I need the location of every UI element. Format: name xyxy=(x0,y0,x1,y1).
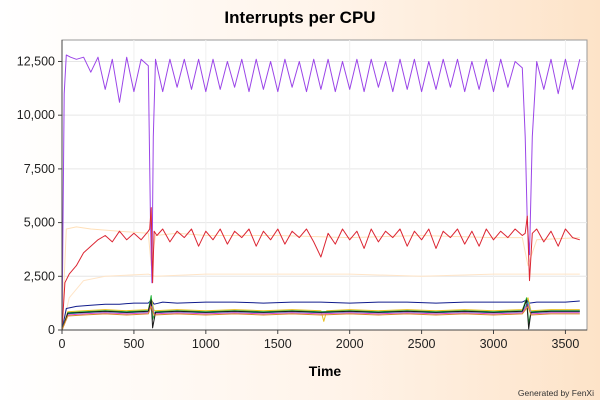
series-line-5 xyxy=(61,297,580,331)
y-tick-label-3: 7,500 xyxy=(24,162,55,176)
series-line-9 xyxy=(61,299,580,331)
x-tick-label-4: 2000 xyxy=(336,337,364,351)
x-tick-label-2: 1000 xyxy=(192,337,220,351)
series-line-2 xyxy=(61,54,581,331)
series-line-1 xyxy=(61,273,580,331)
x-tick-label-6: 3000 xyxy=(480,337,508,351)
x-tick-label-1: 500 xyxy=(123,337,144,351)
series-line-10 xyxy=(61,305,580,331)
x-tick-label-5: 2500 xyxy=(408,337,436,351)
series-line-0 xyxy=(61,226,580,331)
y-tick-label-1: 2,500 xyxy=(24,269,55,283)
x-tick-label-0: 0 xyxy=(59,337,66,351)
chart-title: Interrupts per CPU xyxy=(224,8,375,27)
x-tick-label-3: 1500 xyxy=(264,337,292,351)
plot-area xyxy=(61,39,588,331)
y-tick-label-0: 0 xyxy=(48,323,55,337)
series-line-3 xyxy=(61,207,580,331)
y-tick-label-4: 10,000 xyxy=(17,108,55,122)
series-layer xyxy=(61,54,581,331)
series-line-6 xyxy=(61,295,580,331)
x-tick-label-7: 3500 xyxy=(552,337,580,351)
axes: 0 2,500 5,000 7,500 10,000 12,500 0 500 1000 1500… xyxy=(17,40,587,351)
generated-by-credit: Generated by FenXi xyxy=(518,388,594,398)
series-line-8 xyxy=(61,303,580,331)
y-tick-label-5: 12,500 xyxy=(17,54,55,68)
x-axis-title: Time xyxy=(309,363,342,379)
y-tick-label-2: 5,000 xyxy=(24,216,55,230)
